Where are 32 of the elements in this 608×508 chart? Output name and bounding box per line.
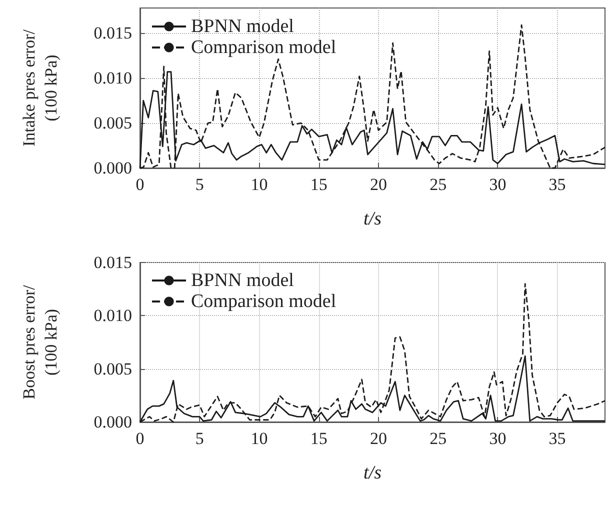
y-tick-label: 0.005 <box>94 114 132 133</box>
x-tick-label: 10 <box>250 175 268 194</box>
y-axis-title: Intake pres error/ (100 kPa) <box>20 29 60 147</box>
x-axis-title: t/s <box>364 462 382 484</box>
x-tick-label: 0 <box>136 175 144 194</box>
legend-label: BPNN model <box>191 270 294 291</box>
x-axis-title: t/s <box>364 208 382 230</box>
x-tick-label: 10 <box>250 429 268 448</box>
x-tick-label: 30 <box>489 429 506 448</box>
x-tick-label: 15 <box>310 429 328 448</box>
x-tick-label: 25 <box>430 175 447 194</box>
x-tick-label: 5 <box>195 175 204 194</box>
y-axis-title: Boost pres error/ (100 kPa) <box>20 284 60 400</box>
y-tick-label: 0.010 <box>94 68 132 88</box>
legend-label: Comparison model <box>191 291 336 312</box>
x-tick-label: 20 <box>370 175 387 194</box>
y-tick-label: 0.005 <box>94 359 132 378</box>
legend-label: BPNN model <box>191 16 294 37</box>
x-tick-label: 30 <box>489 175 506 194</box>
y-tick-label: 0.000 <box>94 412 132 432</box>
y-tick-label: 0.015 <box>94 24 132 43</box>
x-tick-label: 5 <box>195 429 204 448</box>
y-tick-label: 0.015 <box>94 253 132 272</box>
x-tick-label: 0 <box>136 429 144 448</box>
x-tick-label: 35 <box>548 175 566 194</box>
y-tick-label: 0.000 <box>94 158 132 178</box>
x-tick-label: 35 <box>548 429 566 448</box>
y-tick-label: 0.010 <box>94 306 132 326</box>
x-tick-label: 15 <box>310 175 328 194</box>
x-tick-label: 20 <box>370 429 387 448</box>
legend-label: Comparison model <box>191 37 336 58</box>
x-tick-label: 25 <box>430 429 447 448</box>
